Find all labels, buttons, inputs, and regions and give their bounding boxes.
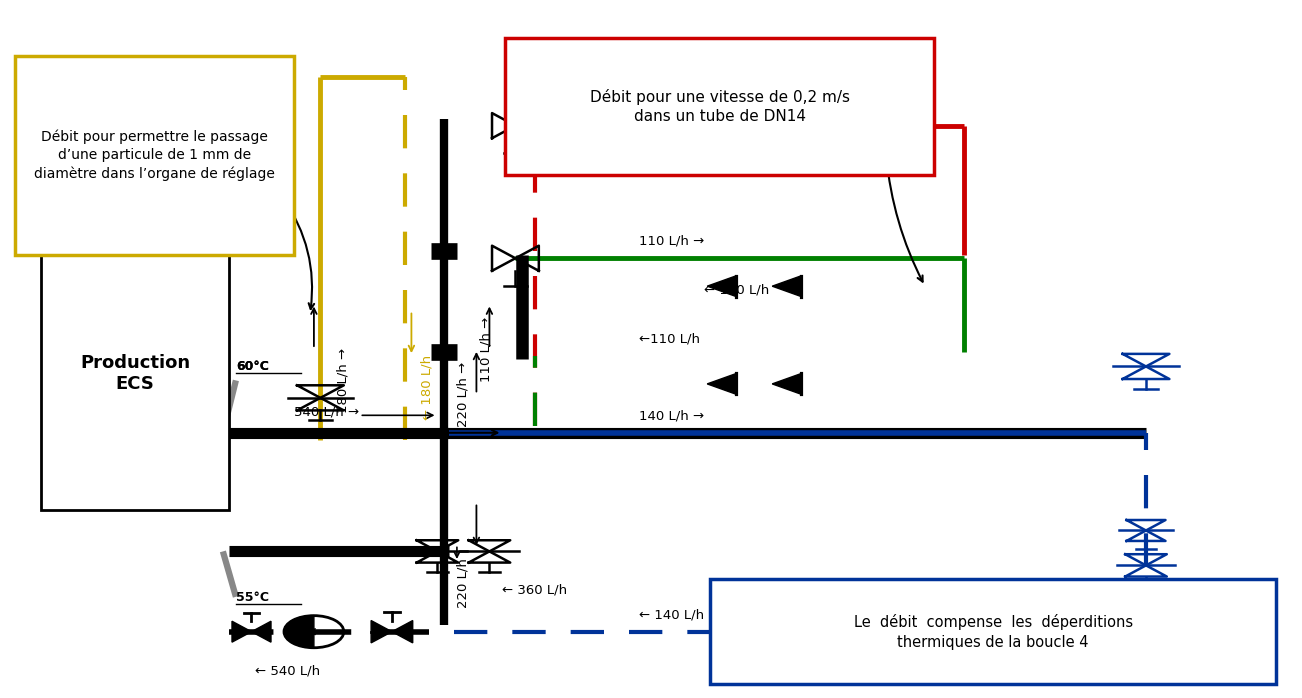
Text: 110 L/h →: 110 L/h → bbox=[479, 316, 492, 382]
Text: Le  débit  compense  les  déperditions
thermiques de la boucle 4: Le débit compense les déperditions therm… bbox=[854, 614, 1133, 650]
Text: 55°C: 55°C bbox=[236, 591, 270, 604]
Text: 220 L/h: 220 L/h bbox=[457, 558, 470, 608]
Text: Production
ECS: Production ECS bbox=[81, 354, 190, 393]
Text: 140 L/h →: 140 L/h → bbox=[639, 409, 704, 422]
Text: ← 540 L/h: ← 540 L/h bbox=[255, 664, 320, 677]
Text: 540 L/h →: 540 L/h → bbox=[294, 406, 359, 419]
Text: Débit pour permettre le passage
d’une particule de 1 mm de
diamètre dans l’organ: Débit pour permettre le passage d’une pa… bbox=[34, 129, 275, 181]
Text: ← 180 L/h: ← 180 L/h bbox=[421, 355, 434, 420]
Text: ← 140 L/h: ← 140 L/h bbox=[639, 608, 704, 621]
Text: Débit pour une vitesse de 0,2 m/s
dans un tube de DN14: Débit pour une vitesse de 0,2 m/s dans u… bbox=[590, 89, 849, 124]
Text: ← 360 L/h: ← 360 L/h bbox=[503, 584, 568, 597]
Polygon shape bbox=[371, 621, 392, 643]
Bar bbox=[14, 56, 294, 255]
Polygon shape bbox=[232, 621, 251, 642]
Text: 180 L/h →: 180 L/h → bbox=[336, 348, 349, 413]
Text: ← 110 L/h: ← 110 L/h bbox=[704, 283, 769, 297]
Polygon shape bbox=[251, 621, 271, 642]
Polygon shape bbox=[707, 373, 737, 394]
Polygon shape bbox=[772, 373, 802, 394]
Text: 220 L/h →: 220 L/h → bbox=[457, 362, 470, 427]
Bar bbox=[711, 579, 1276, 684]
Polygon shape bbox=[707, 276, 737, 297]
Text: 60°C: 60°C bbox=[236, 360, 268, 373]
Text: 110 L/h →: 110 L/h → bbox=[639, 235, 704, 248]
Polygon shape bbox=[284, 616, 314, 648]
Bar bbox=[40, 237, 229, 510]
Text: 60°C: 60°C bbox=[236, 360, 268, 373]
Polygon shape bbox=[392, 621, 413, 643]
Bar bbox=[505, 38, 934, 174]
Text: ←110 L/h: ←110 L/h bbox=[639, 332, 700, 346]
Polygon shape bbox=[772, 276, 802, 297]
